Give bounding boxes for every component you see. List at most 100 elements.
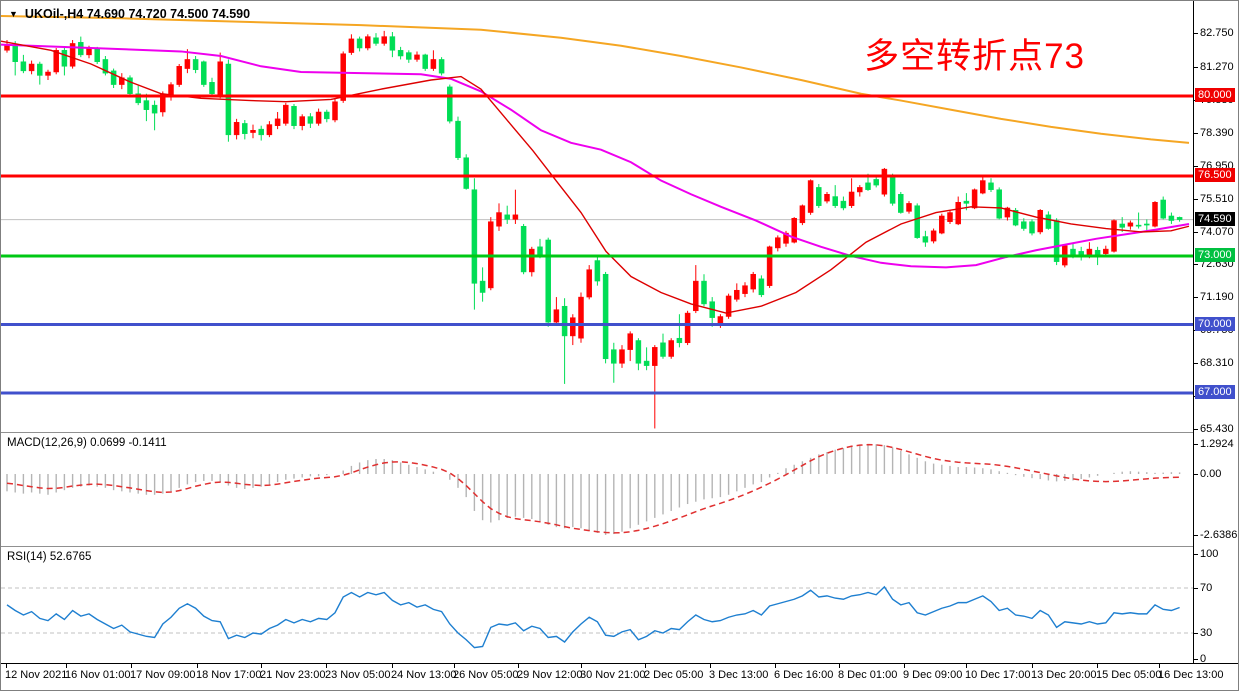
candle-body: [471, 189, 478, 284]
axis-tick: [1194, 363, 1198, 364]
candle-body: [1004, 207, 1011, 218]
candle-body: [217, 61, 223, 98]
candle-body: [980, 180, 986, 194]
candle-body: [332, 101, 338, 121]
price-label-71.190: 71.190: [1200, 291, 1234, 303]
candle-body: [676, 337, 683, 344]
candle-body: [397, 50, 404, 57]
time-tick: [326, 664, 327, 668]
price-badge-67.000: 67.000: [1195, 385, 1235, 399]
time-tick: [197, 664, 198, 668]
candle-body: [1119, 223, 1125, 228]
candle-body: [463, 157, 469, 189]
candle-body: [438, 59, 445, 74]
time-tick: [66, 664, 67, 668]
candle-body: [906, 203, 912, 212]
candle-body: [529, 248, 535, 273]
candle-body: [824, 194, 830, 202]
candle-body: [110, 70, 117, 85]
candle-body: [939, 215, 945, 234]
candle-body: [947, 212, 953, 222]
price-badge-74.590: 74.590: [1195, 212, 1235, 226]
axis-tick: [1194, 67, 1198, 68]
candle-body: [45, 71, 51, 76]
time-label: 2 Dec 05:00: [644, 669, 704, 681]
candle-body: [627, 333, 633, 350]
candle-body: [635, 340, 642, 364]
axis-tick: [1194, 659, 1198, 660]
axis-tick: [1194, 264, 1198, 265]
axis-tick: [1194, 444, 1198, 445]
candle-body: [1135, 224, 1142, 227]
time-axis[interactable]: 12 Nov 2021 16 Nov 01:00 17 Nov 09:00 18 No…: [1, 663, 1238, 690]
candle-body: [192, 59, 199, 70]
time-label: 16 Nov 01:00: [65, 669, 131, 681]
time-tick: [261, 664, 262, 668]
macd-axis-0.00: 0.00: [1200, 468, 1222, 480]
candle-body: [201, 61, 207, 85]
time-tick: [581, 664, 582, 668]
candle-body: [1176, 217, 1183, 220]
rsi-pane[interactable]: RSI(14) 52.6765: [1, 548, 1193, 662]
candle-body: [86, 47, 92, 56]
candle-body: [848, 191, 855, 206]
main-chart-pane[interactable]: ▼ UKOil-,H4 74.690 74.720 74.500 74.590 多…: [1, 1, 1193, 433]
candle-body: [69, 43, 76, 67]
time-label: 15 Dec 05:00: [1096, 669, 1162, 681]
price-label-82.750: 82.750: [1200, 27, 1234, 39]
symbol-dropdown-icon[interactable]: ▼: [9, 9, 18, 19]
candle-body: [865, 182, 871, 190]
candle-body: [430, 59, 437, 69]
candle-body: [389, 36, 396, 51]
macd-pane[interactable]: MACD(12,26,9) 0.0699 -0.1411: [1, 434, 1193, 546]
candle-body: [553, 309, 560, 323]
axis-tick: [1194, 199, 1198, 200]
time-tick: [131, 664, 132, 668]
price-label-74.070: 74.070: [1200, 226, 1234, 238]
time-tick: [904, 664, 905, 668]
rsi-axis-70: 70: [1200, 582, 1213, 594]
rsi-axis-0: 0: [1200, 653, 1207, 665]
candle-body: [406, 52, 412, 60]
time-label: 8 Dec 01:00: [838, 669, 898, 681]
axis-tick: [1194, 554, 1198, 555]
candle-body: [873, 179, 879, 186]
time-label: 6 Dec 16:00: [774, 669, 834, 681]
candle-body: [61, 50, 68, 67]
macd-signal-line: [6, 443, 1180, 534]
candle-body: [324, 111, 330, 120]
axis-tick: [1194, 588, 1198, 589]
candle-body: [242, 123, 248, 134]
candle-body: [750, 273, 756, 290]
price-label-78.390: 78.390: [1200, 127, 1234, 139]
candle-body: [766, 246, 773, 286]
candle-body: [315, 111, 322, 124]
fast-ma-red: [1, 40, 1190, 314]
candle-body: [512, 214, 519, 220]
time-tick: [1159, 664, 1160, 668]
candle-body: [250, 130, 256, 133]
candle-body: [1045, 214, 1052, 229]
candle-body: [184, 59, 191, 69]
time-label: 10 Dec 17:00: [965, 669, 1031, 681]
time-label: 3 Dec 13:00: [709, 669, 769, 681]
slow-ma-orange: [1, 15, 1190, 144]
time-tick: [1032, 664, 1033, 668]
candle-body: [545, 239, 551, 323]
candle-body: [307, 116, 314, 124]
candle-body: [455, 120, 461, 158]
price-label-68.310: 68.310: [1200, 357, 1234, 369]
candle-body: [586, 269, 592, 298]
time-label: 24 Nov 13:00: [391, 669, 457, 681]
candle-body: [233, 122, 240, 136]
time-label: 26 Nov 05:00: [453, 669, 519, 681]
mid-ma-magenta: [1, 43, 1190, 269]
candle-body: [414, 54, 420, 60]
candle-body: [717, 316, 724, 324]
time-tick: [518, 664, 519, 668]
price-axis[interactable]: 82.75081.27079.83078.39076.95075.51074.0…: [1193, 1, 1238, 665]
time-label: 29 Nov 12:00: [517, 669, 583, 681]
candle-body: [1144, 223, 1150, 226]
candle-body: [611, 349, 617, 364]
